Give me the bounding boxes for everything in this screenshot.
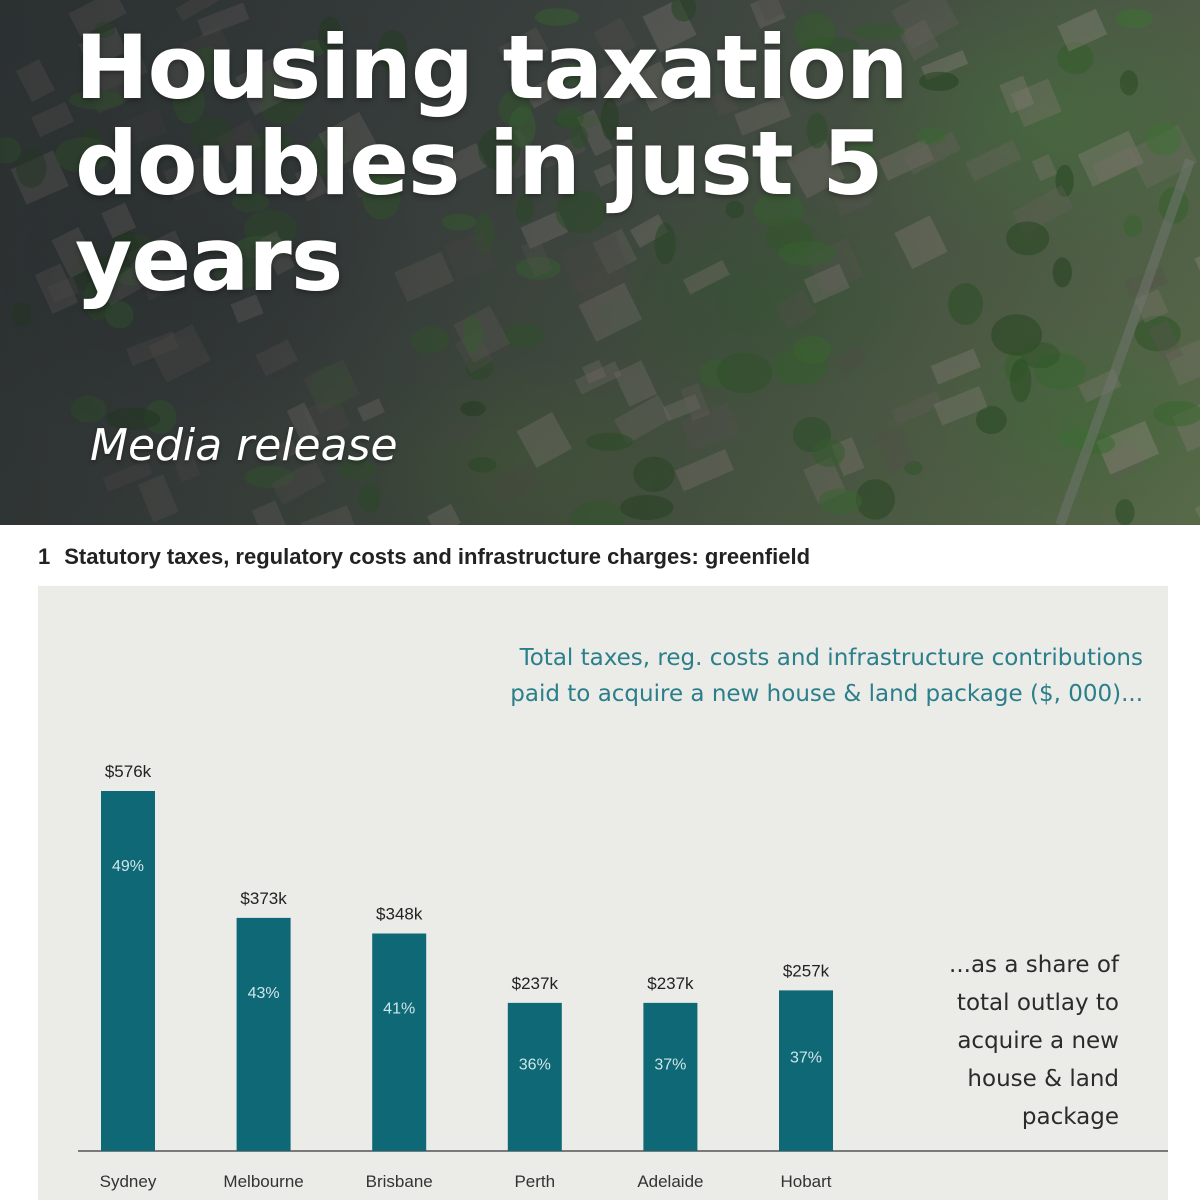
category-label: Adelaide (637, 1172, 703, 1191)
figure-number: 1 (38, 544, 51, 569)
bar-sydney (101, 791, 155, 1151)
bar-adelaide (643, 1002, 698, 1151)
bar-perth (507, 1002, 562, 1151)
annotation-top-line: paid to acquire a new house & land packa… (510, 681, 1143, 707)
figure-title: Statutory taxes, regulatory costs and in… (64, 544, 811, 569)
bar-melbourne (236, 917, 291, 1151)
chart-annotation-right: ...as a share of total outlay to acquire… (923, 946, 1119, 1136)
annotation-right-line: package (1021, 1104, 1119, 1130)
chart-panel: $576k 49% Sydney $373k 43% Melbourne $348k 41% B… (38, 586, 1168, 1200)
chart-annotation-top: Total taxes, reg. costs and infrastructu… (443, 640, 1143, 712)
category-label: Brisbane (366, 1172, 433, 1191)
bar-value-label: $237k (512, 974, 559, 993)
bar-brisbane (372, 933, 427, 1151)
bar-share-label: 41% (383, 1001, 415, 1018)
hero-banner: Housing taxation doubles in just 5 years… (0, 0, 1200, 525)
bar-value-label: $373k (240, 889, 287, 908)
bar-share-label: 37% (790, 1050, 822, 1067)
bar-value-label: $576k (105, 762, 152, 781)
annotation-right-line: house & land (967, 1066, 1119, 1092)
annotation-right-line: ...as a share of (949, 952, 1119, 978)
bar-share-label: 49% (112, 858, 144, 875)
bar-value-label: $237k (647, 974, 694, 993)
category-label: Melbourne (223, 1172, 303, 1191)
hero-overlay (0, 0, 1200, 525)
annotation-right-line: total outlay to (956, 990, 1119, 1016)
annotation-top-line: Total taxes, reg. costs and infrastructu… (519, 645, 1143, 671)
page-subtitle: Media release (90, 420, 398, 471)
page-title: Housing taxation doubles in just 5 years (75, 16, 909, 311)
category-label: Perth (514, 1172, 555, 1191)
bar-share-label: 37% (654, 1057, 686, 1074)
category-label: Hobart (780, 1172, 831, 1191)
bar-value-label: $348k (376, 905, 423, 924)
bar-share-label: 36% (519, 1057, 551, 1074)
annotation-right-line: acquire a new (957, 1028, 1119, 1054)
bar-hobart (779, 990, 833, 1151)
figure-heading: 1 Statutory taxes, regulatory costs and i… (38, 544, 810, 570)
category-label: Sydney (100, 1172, 157, 1191)
bar-share-label: 43% (248, 985, 280, 1002)
bar-chart: $576k 49% Sydney $373k 43% Melbourne $348k 41% B… (78, 762, 1168, 1191)
bar-value-label: $257k (783, 961, 830, 980)
